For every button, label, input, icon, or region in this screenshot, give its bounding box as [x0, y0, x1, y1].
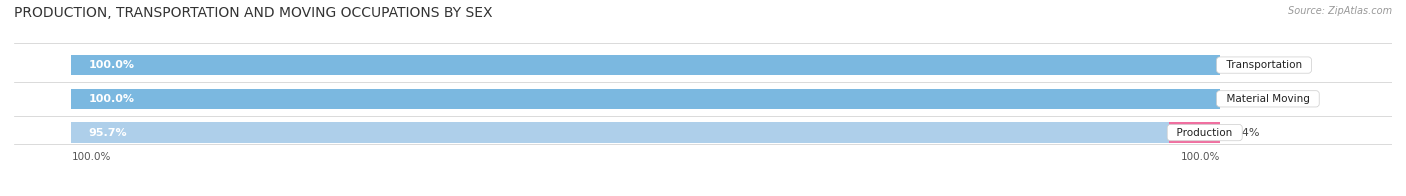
Text: 100.0%: 100.0% — [1180, 152, 1220, 162]
Bar — [72, 55, 1220, 75]
Bar — [72, 122, 1220, 143]
Text: 0.0%: 0.0% — [1232, 60, 1260, 70]
Text: 100.0%: 100.0% — [89, 60, 135, 70]
Text: PRODUCTION, TRANSPORTATION AND MOVING OCCUPATIONS BY SEX: PRODUCTION, TRANSPORTATION AND MOVING OC… — [14, 6, 492, 20]
Bar — [72, 122, 1170, 143]
Bar — [1170, 122, 1220, 143]
Text: Source: ZipAtlas.com: Source: ZipAtlas.com — [1288, 6, 1392, 16]
Text: 4.4%: 4.4% — [1232, 128, 1260, 138]
Text: 100.0%: 100.0% — [89, 94, 135, 104]
Text: Transportation: Transportation — [1220, 60, 1309, 70]
Bar — [72, 89, 1220, 109]
Text: 0.0%: 0.0% — [1232, 94, 1260, 104]
Bar — [72, 89, 1220, 109]
Text: Material Moving: Material Moving — [1220, 94, 1316, 104]
Text: Production: Production — [1170, 128, 1239, 138]
Text: 100.0%: 100.0% — [72, 152, 111, 162]
Text: 95.7%: 95.7% — [89, 128, 128, 138]
Bar — [72, 55, 1220, 75]
